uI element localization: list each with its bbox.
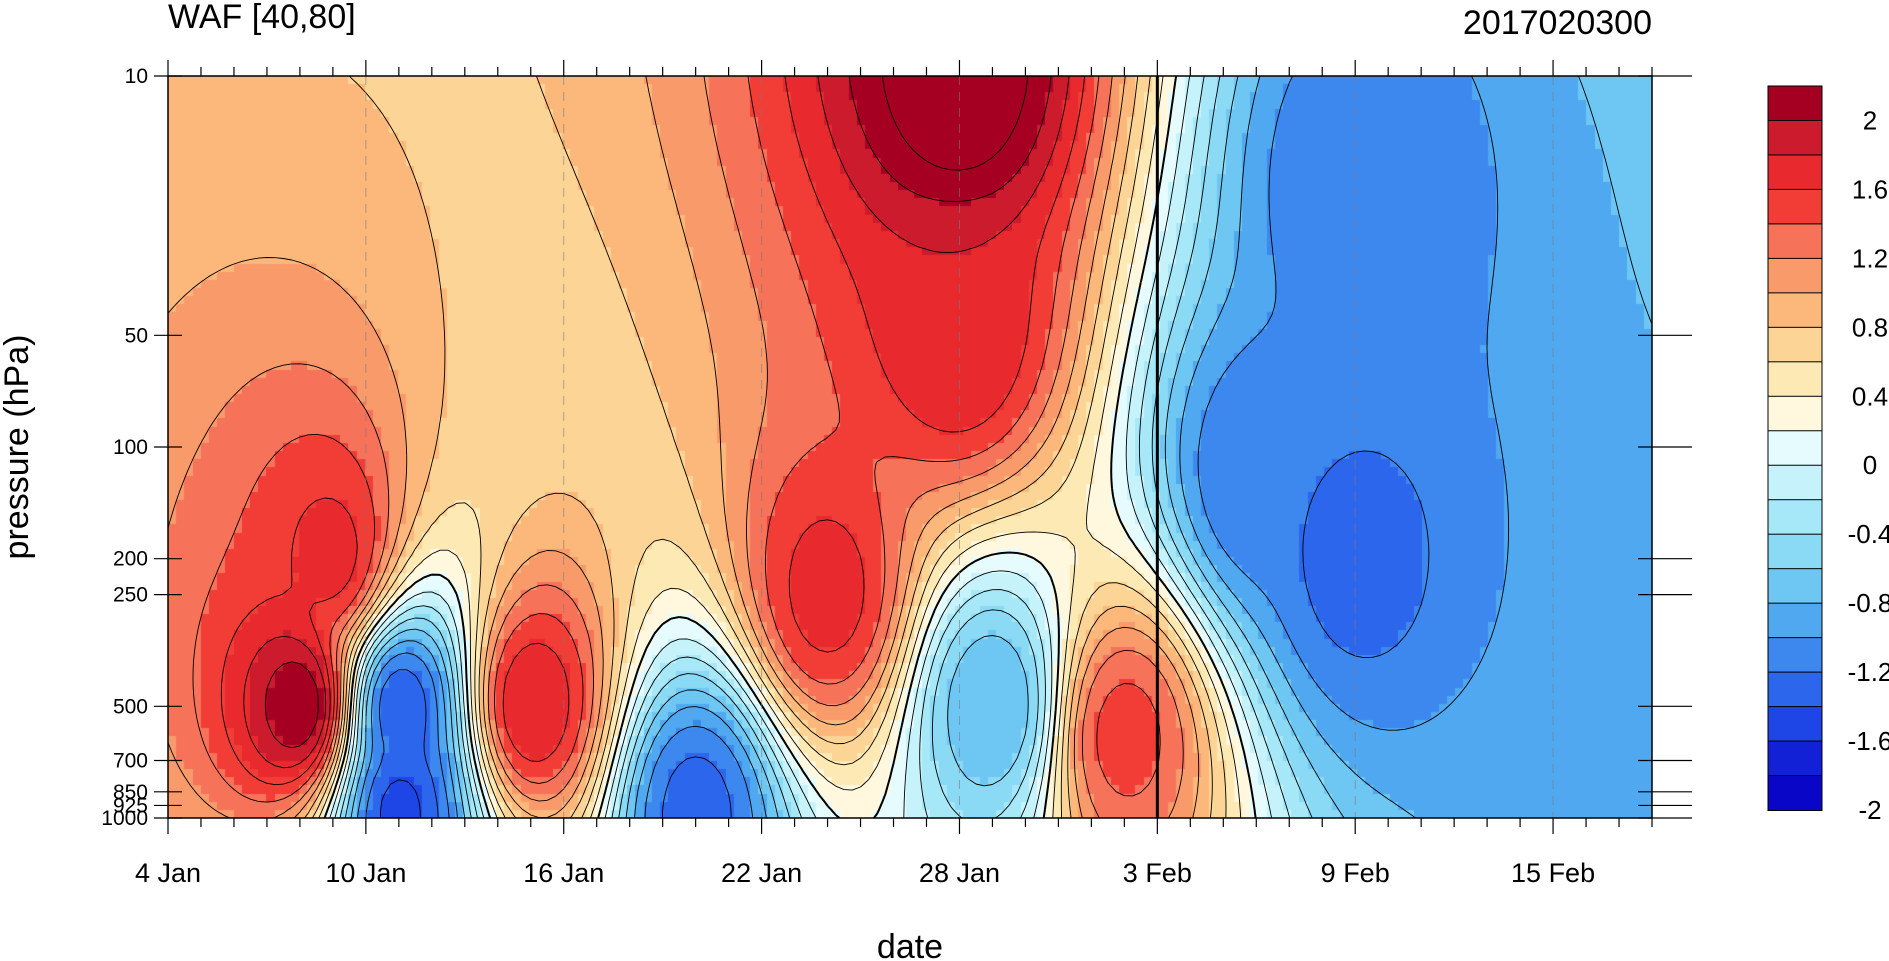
x-tick-label: 3 Feb <box>1123 858 1192 888</box>
colorbar-label: -0.4 <box>1848 519 1889 549</box>
colorbar-swatch <box>1767 292 1823 329</box>
x-tick-label: 9 Feb <box>1321 858 1390 888</box>
colorbar-swatch <box>1767 223 1823 260</box>
colorbar-label: 1.2 <box>1852 243 1888 273</box>
colorbar-swatch <box>1767 154 1823 191</box>
y-tick-label: 700 <box>113 750 148 773</box>
colorbar-swatch <box>1767 568 1823 605</box>
colorbar-swatch <box>1767 119 1823 156</box>
chart-title: WAF [40,80] <box>168 0 356 36</box>
y-tick-label: 925 <box>113 794 148 817</box>
colorbar-label: -0.8 <box>1848 588 1889 618</box>
colorbar-swatch <box>1767 326 1823 363</box>
y-tick-label: 250 <box>113 584 148 607</box>
zero-contour-lines <box>323 76 1257 818</box>
y-tick-label: 850 <box>113 781 148 804</box>
colorbar-swatch <box>1767 188 1823 225</box>
colorbar-swatch <box>1767 499 1823 536</box>
colorbar-swatch <box>1767 430 1823 467</box>
colorbar: 2 1.6 1.2 0.8 0.4 0 -0.4 -0.8 -1.2 -1.6 -2 <box>1767 85 1889 825</box>
x-tick-label: 15 Feb <box>1511 858 1595 888</box>
x-axis-ticks: 4 Jan 10 Jan 16 Jan 22 Jan 28 Jan 3 Feb 9 Feb 1… <box>135 60 1653 888</box>
colorbar-label: 1.6 <box>1852 174 1888 204</box>
colorbar-label: 0 <box>1863 450 1877 480</box>
colorbar-label: 0.8 <box>1852 312 1888 342</box>
colorbar-label: 0.4 <box>1852 381 1888 411</box>
colorbar-swatch <box>1767 775 1823 811</box>
y-axis-label: pressure (hPa) <box>0 335 36 560</box>
colorbar-swatch <box>1767 602 1823 639</box>
colorbar-label: -1.2 <box>1848 657 1889 687</box>
colorbar-label: -2 <box>1858 795 1881 825</box>
y-tick-label: 1000 <box>101 807 148 830</box>
contour-lines <box>168 76 1652 818</box>
y-tick-label: 200 <box>113 548 148 571</box>
colorbar-swatch <box>1767 395 1823 432</box>
contour-fill <box>168 76 1652 818</box>
y-tick-label: 500 <box>113 695 148 718</box>
colorbar-swatch <box>1767 671 1823 708</box>
chart-right-title: 2017020300 <box>1463 4 1652 42</box>
y-tick-label: 10 <box>125 65 148 88</box>
colorbar-swatch <box>1767 464 1823 501</box>
x-tick-label: 22 Jan <box>721 858 802 888</box>
colorbar-label: 2 <box>1863 105 1877 135</box>
colorbar-swatch <box>1767 257 1823 294</box>
y-tick-label: 50 <box>125 324 148 347</box>
x-tick-label: 10 Jan <box>325 858 406 888</box>
colorbar-swatch <box>1767 637 1823 674</box>
y-tick-label: 100 <box>113 436 148 459</box>
colorbar-label: -1.6 <box>1848 726 1889 756</box>
x-tick-label: 28 Jan <box>919 858 1000 888</box>
colorbar-swatch <box>1767 361 1823 398</box>
colorbar-swatch <box>1767 85 1823 122</box>
colorbar-swatch <box>1767 706 1823 743</box>
contour-image <box>168 76 1652 818</box>
colorbar-swatch <box>1767 740 1823 777</box>
x-tick-label: 16 Jan <box>523 858 604 888</box>
colorbar-swatch <box>1767 533 1823 570</box>
x-tick-label: 4 Jan <box>135 858 201 888</box>
x-axis-label: date <box>877 928 943 961</box>
